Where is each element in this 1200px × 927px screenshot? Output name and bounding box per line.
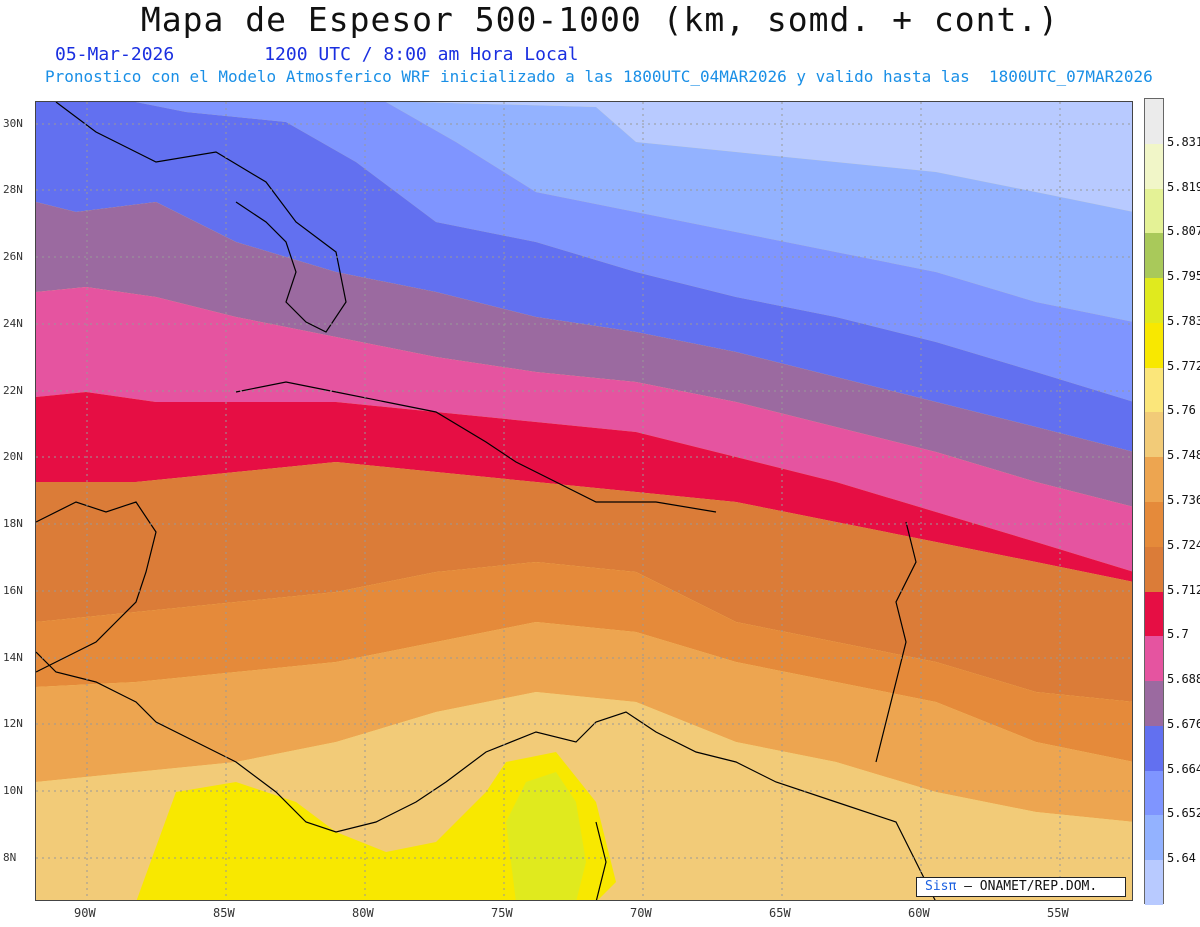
- band-5736: [36, 462, 1132, 702]
- colorbar-swatch: [1145, 457, 1163, 503]
- band-5748: [36, 562, 1132, 762]
- colorbar-swatch: [1145, 278, 1163, 324]
- coastlines: [36, 102, 936, 900]
- lon-label-65w: 65W: [769, 906, 791, 920]
- colorbar-swatch: [1145, 99, 1163, 145]
- lat-label-28n: 28N: [3, 183, 23, 196]
- date-line: 05-Mar-2026 1200 UTC / 8:00 am Hora Local: [55, 44, 579, 65]
- colorbar-swatch: [1145, 546, 1163, 593]
- valid-time: 1200 UTC / 8:00 am Hora Local: [264, 44, 579, 65]
- colorbar-label: 5.819: [1167, 179, 1200, 194]
- colorbar-label: 5.724: [1167, 537, 1200, 552]
- lat-label-22n: 22N: [3, 384, 23, 397]
- lat-label-12n: 12N: [3, 717, 23, 730]
- colorbar-label: 5.676: [1167, 716, 1200, 731]
- colorbar-swatch: [1145, 367, 1163, 413]
- colorbar-swatch: [1145, 681, 1163, 727]
- credit-text: – ONAMET/REP.DOM.: [956, 879, 1098, 894]
- colorbar-label: 5.736: [1167, 493, 1200, 507]
- band-5712: [36, 287, 1132, 572]
- thickness-map: [35, 101, 1133, 901]
- colorbar-label: 5.783: [1167, 313, 1200, 328]
- lon-label-70w: 70W: [630, 906, 652, 920]
- colorbar-label: 5.664: [1167, 761, 1200, 776]
- colorbar-swatch: [1145, 188, 1163, 234]
- lat-label-24n: 24N: [3, 317, 23, 330]
- lat-label-8n: 8N: [3, 851, 17, 864]
- lat-label-26n: 26N: [3, 250, 23, 263]
- colorbar-swatch: [1145, 322, 1163, 369]
- band-5676: [36, 102, 1132, 402]
- band-5688: [36, 102, 1132, 452]
- lon-label-55w: 55W: [1047, 906, 1069, 920]
- lon-label-60w: 60W: [908, 906, 930, 920]
- lon-label-75w: 75W: [491, 906, 513, 920]
- colorbar-swatch: [1145, 725, 1163, 772]
- lon-label-90w: 90W: [74, 906, 96, 920]
- forecast-date: 05-Mar-2026: [55, 44, 175, 65]
- forecast-description: Pronostico con el Modelo Atmosferico WRF…: [45, 67, 1153, 86]
- band-5664: [36, 102, 1132, 322]
- colorbar-label: 5.795: [1167, 269, 1200, 284]
- colorbar-label: 5.807: [1167, 224, 1200, 239]
- colorbar-label: 5.76: [1167, 403, 1196, 418]
- colorbar-label: 5.772: [1167, 358, 1200, 373]
- lat-label-16n: 16N: [3, 584, 23, 597]
- colorbar-label: 5.831: [1167, 134, 1200, 149]
- colorbar-label: 5.688: [1167, 672, 1200, 687]
- lat-label-14n: 14N: [3, 651, 23, 664]
- colorbar-swatch: [1145, 233, 1163, 279]
- colorbar-label: 5.64: [1167, 851, 1196, 866]
- colorbar-swatch: [1145, 502, 1163, 548]
- colorbar-swatch: [1145, 860, 1163, 906]
- map-canvas: [36, 102, 1132, 900]
- colorbar-label: 5.712: [1167, 582, 1200, 597]
- band-5700: [36, 202, 1132, 507]
- band-5724: [36, 392, 1132, 582]
- band-5796: [506, 772, 586, 900]
- colorbar-swatch: [1145, 143, 1163, 190]
- colorbar: [1144, 98, 1164, 906]
- colorbar-swatch: [1145, 591, 1163, 637]
- lat-label-10n: 10N: [3, 784, 23, 797]
- sispi-logo-text: Sisπ: [925, 879, 957, 894]
- colorbar-swatch: [1145, 636, 1163, 682]
- band-5784: [136, 752, 616, 900]
- colorbar-label: 5.748: [1167, 448, 1200, 463]
- colorbar-swatch: [1145, 815, 1163, 861]
- lat-label-20n: 20N: [3, 450, 23, 463]
- colorbar-label: 5.652: [1167, 806, 1200, 821]
- map-title: Mapa de Espesor 500-1000 (km, somd. + co…: [140, 0, 1060, 39]
- colorbar-swatch: [1145, 770, 1163, 816]
- lon-label-85w: 85W: [213, 906, 235, 920]
- lon-label-80w: 80W: [352, 906, 374, 920]
- lat-label-18n: 18N: [3, 517, 23, 530]
- lat-label-30n: 30N: [3, 117, 23, 130]
- colorbar-label: 5.7: [1167, 627, 1189, 642]
- credit-box: Sisπ – ONAMET/REP.DOM.: [916, 877, 1126, 897]
- band-5652: [416, 102, 1132, 212]
- band-5760: [36, 622, 1132, 822]
- colorbar-swatch: [1145, 412, 1163, 458]
